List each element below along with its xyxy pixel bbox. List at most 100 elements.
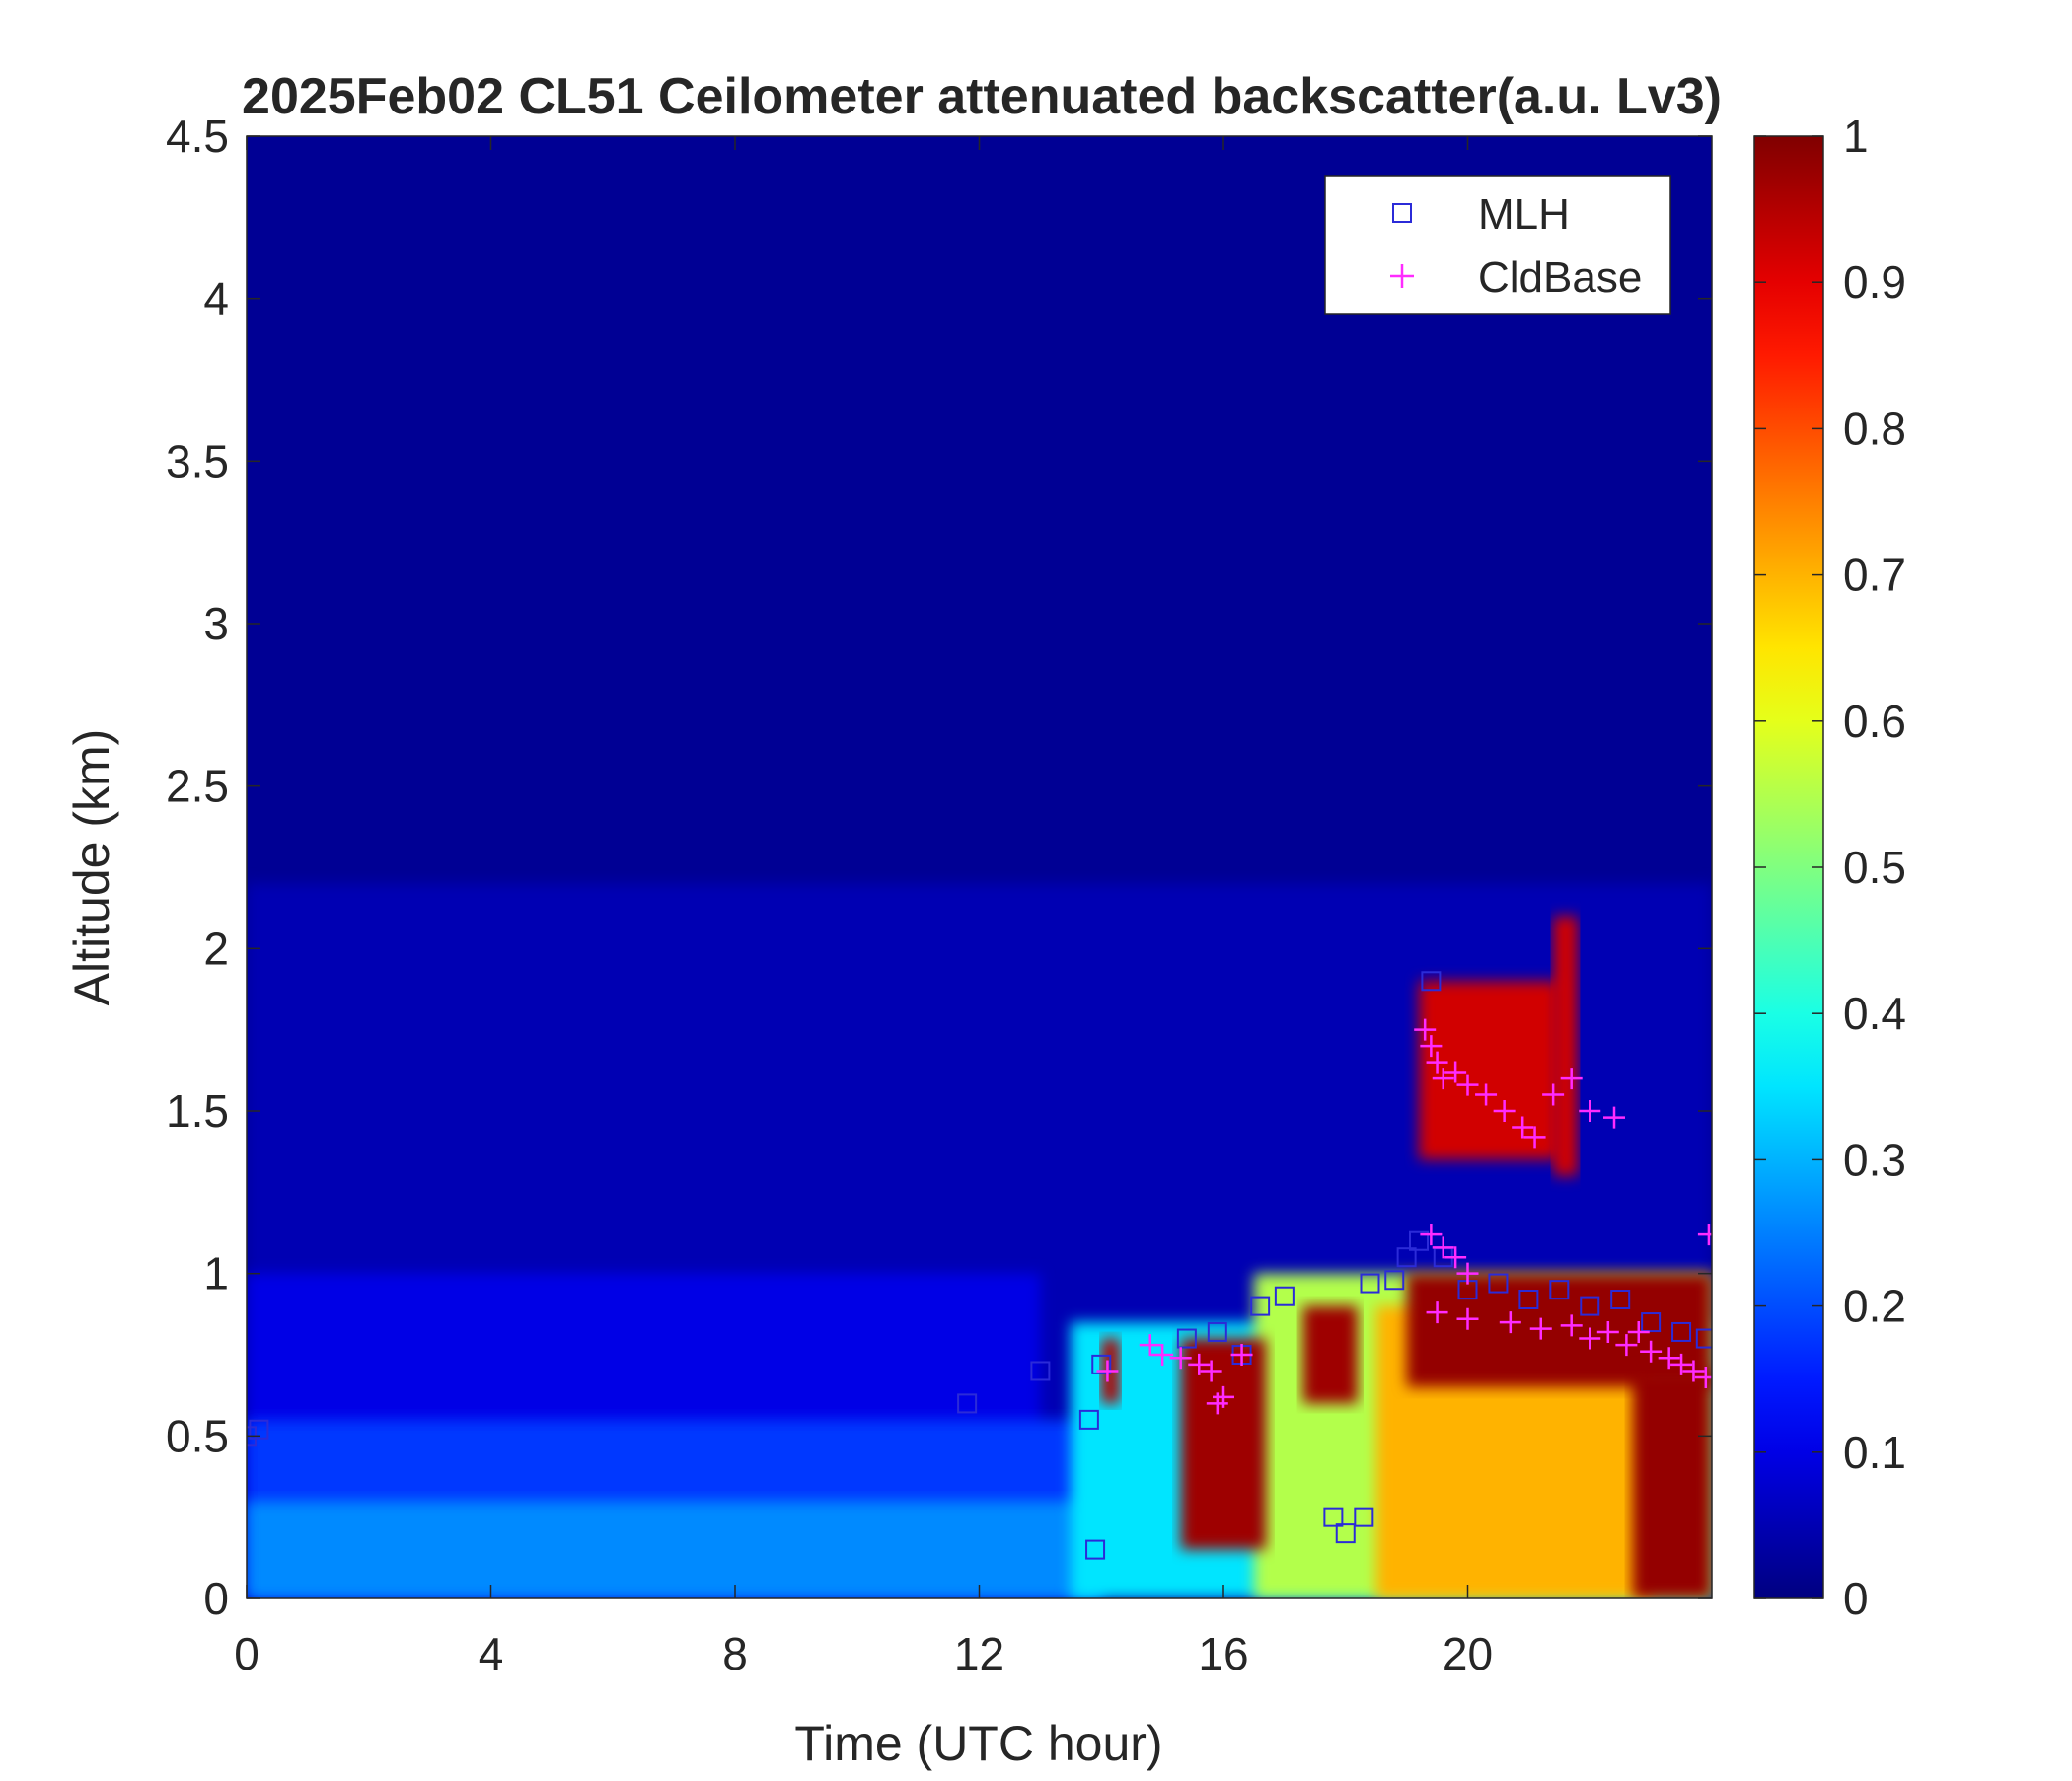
- cldbase-marker: [1200, 1360, 1222, 1382]
- legend-label: CldBase: [1478, 254, 1642, 302]
- cldbase-marker: [1432, 1068, 1454, 1090]
- cldbase-marker: [1444, 1246, 1467, 1269]
- cldbase-marker: [1230, 1344, 1253, 1366]
- y-tick-label: 2: [203, 923, 229, 974]
- cldbase-marker: [1213, 1385, 1234, 1408]
- mlh-marker: [1176, 1328, 1197, 1349]
- y-tick-label: 2.5: [166, 761, 229, 812]
- y-tick-label: 4.5: [166, 111, 229, 162]
- cldbase-marker: [1560, 1314, 1583, 1337]
- cldbase-marker: [1426, 1051, 1448, 1074]
- backscatter-region: [1302, 1305, 1359, 1404]
- cldbase-marker: [1658, 1347, 1680, 1370]
- cldbase-marker: [1493, 1100, 1516, 1122]
- mlh-marker: [1030, 1361, 1051, 1381]
- cldbase-marker: [1096, 1360, 1119, 1382]
- mlh-marker: [1580, 1296, 1600, 1316]
- x-tick-label: 20: [1443, 1628, 1493, 1679]
- backscatter-region: [1632, 1371, 1712, 1598]
- legend-box: [1324, 175, 1671, 315]
- mlh-marker: [1549, 1280, 1570, 1300]
- colorbar-tick-label: 0.6: [1843, 696, 1906, 747]
- cldbase-marker: [1627, 1320, 1650, 1343]
- cldbase-marker: [1670, 1353, 1693, 1375]
- mlh-marker: [1323, 1507, 1344, 1527]
- colorbar-tick-label: 0.7: [1843, 550, 1906, 601]
- colorbar-tick-label: 0: [1843, 1573, 1869, 1624]
- backscatter-region: [1553, 916, 1578, 1176]
- x-tick-label: 0: [234, 1628, 259, 1679]
- colorbar-tick-label: 0.5: [1843, 842, 1906, 893]
- cldbase-marker: [1456, 1074, 1479, 1096]
- cldbase-marker: [1529, 1317, 1552, 1340]
- cldbase-marker: [1456, 1262, 1479, 1285]
- backscatter-heatmap: [247, 136, 1712, 1598]
- cldbase-marker: [1414, 1018, 1437, 1041]
- mlh-marker: [1207, 1321, 1227, 1342]
- colorbar-tick-label: 0.3: [1843, 1134, 1906, 1185]
- cldbase-marker: [1475, 1083, 1498, 1106]
- cldbase-marker: [1139, 1334, 1161, 1357]
- backscatter-region: [1419, 981, 1560, 1160]
- cldbase-marker: [1523, 1126, 1546, 1149]
- mlh-marker: [1354, 1507, 1374, 1527]
- mlh-marker: [249, 1419, 269, 1440]
- legend-label: MLH: [1478, 190, 1570, 239]
- cldbase-marker: [1169, 1347, 1192, 1370]
- mlh-marker: [1610, 1290, 1631, 1310]
- mlh-marker: [1421, 971, 1442, 992]
- cldbase-marker: [1426, 1301, 1448, 1324]
- colorbar-tick-label: 0.2: [1843, 1281, 1906, 1332]
- cldbase-marker: [1420, 1224, 1443, 1246]
- cldbase-marker: [1151, 1344, 1174, 1366]
- axes: 0 4 8 12 16 20 0 0.5 1 1.5 2 2.5 3 3.5 4 4.5: [166, 111, 1712, 1679]
- colorbar-tick-label: 0.8: [1843, 403, 1906, 454]
- mlh-marker: [1695, 1328, 1712, 1349]
- cldbase-marker: [1697, 1224, 1712, 1246]
- x-tick-label: 8: [722, 1628, 748, 1679]
- legend: MLH CldBase: [1324, 175, 1671, 315]
- x-tick-label: 4: [479, 1628, 504, 1679]
- y-axis-label: Altitude (km): [64, 729, 119, 1006]
- mlh-marker: [1518, 1290, 1539, 1310]
- cldbase-marker: [1432, 1236, 1454, 1259]
- mlh-marker: [1409, 1230, 1429, 1251]
- mlh-marker: [1384, 1270, 1405, 1291]
- mlh-marker: [1250, 1296, 1271, 1316]
- mlh-marker: [1085, 1539, 1106, 1560]
- colorbar-tick-label: 1: [1843, 111, 1869, 162]
- cldbase-marker: [1499, 1311, 1521, 1334]
- y-tick-label: 3.5: [166, 435, 229, 486]
- y-tick-label: 4: [203, 273, 229, 325]
- mlh-marker: [1396, 1247, 1417, 1268]
- cldbase-marker: [1542, 1083, 1565, 1106]
- y-tick-label: 1.5: [166, 1085, 229, 1137]
- mlh-marker: [1091, 1354, 1112, 1374]
- cldbase-marker: [1560, 1068, 1583, 1090]
- cldbase-marker: [1615, 1334, 1638, 1357]
- x-tick-label: 12: [954, 1628, 1004, 1679]
- cldbase-marker: [1188, 1353, 1211, 1375]
- colorbar-tick-label: 0.1: [1843, 1427, 1906, 1478]
- mlh-marker: [1274, 1286, 1295, 1306]
- cldbase-marker: [1444, 1061, 1467, 1083]
- cldbase-marker: [1694, 1367, 1712, 1389]
- legend-marker-cldbase: [1390, 264, 1414, 288]
- mlh-marker: [957, 1393, 978, 1414]
- colorbar-ticks: 0 0.1 0.2 0.3 0.4 0.5 0.6 0.7 0.8 0.9 1: [1754, 111, 1906, 1624]
- mlh-marker: [1078, 1409, 1099, 1430]
- mlh-marker: [1335, 1523, 1356, 1544]
- colorbar-tick-label: 0.4: [1843, 988, 1906, 1039]
- chart-title: 2025Feb02 CL51 Ceilometer attenuated bac…: [242, 68, 1722, 125]
- y-tick-label: 0: [203, 1573, 229, 1624]
- backscatter-region: [247, 1501, 1102, 1598]
- colorbar-tick-label: 0.9: [1843, 257, 1906, 308]
- cldbase-marker: [1579, 1100, 1601, 1122]
- cldbase-marker: [1456, 1307, 1479, 1330]
- y-tick-label: 3: [203, 598, 229, 649]
- cldbase-marker: [1640, 1340, 1663, 1363]
- x-axis-label: Time (UTC hour): [794, 1716, 1162, 1771]
- legend-marker-mlh: [1392, 203, 1412, 223]
